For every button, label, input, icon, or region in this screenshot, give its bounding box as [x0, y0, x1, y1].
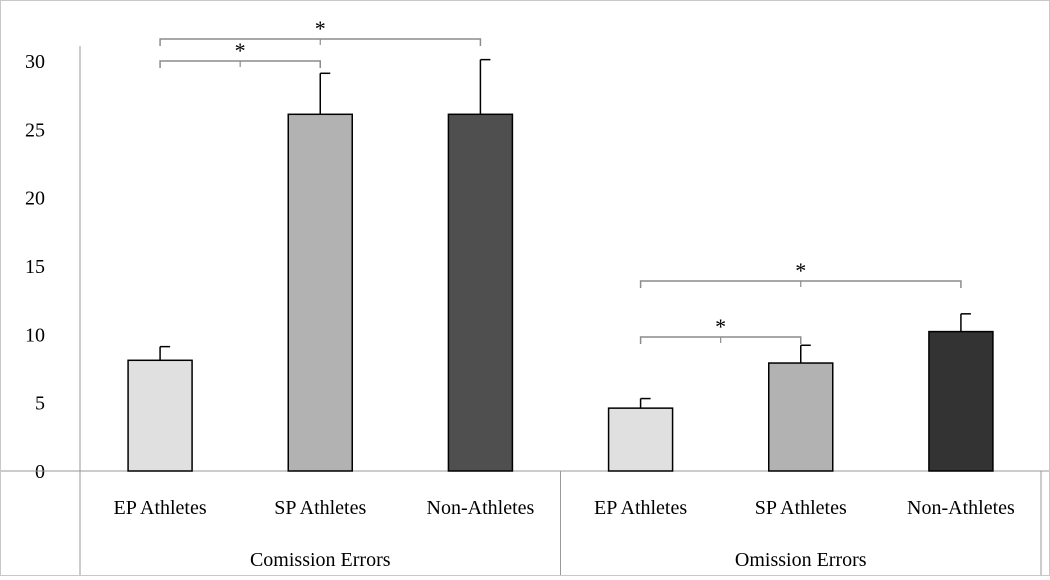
error-bars: [159, 58, 971, 409]
significance-label: *: [235, 38, 246, 63]
y-tick-label: 0: [35, 461, 45, 483]
x-tick-label: EP Athletes: [114, 497, 207, 519]
bar: [447, 113, 514, 472]
group-label: Comission Errors: [250, 549, 391, 571]
x-axis: EP Athletes SP Athletes Non-Athletes Comiss…: [0, 470, 1050, 575]
significance-label: *: [795, 258, 806, 283]
x-tick-label: SP Athletes: [274, 497, 366, 519]
y-tick-label: 15: [25, 256, 45, 278]
y-tick-label: 5: [35, 393, 45, 415]
significance-label: *: [715, 314, 726, 339]
bar: [607, 407, 674, 472]
bars: [127, 113, 994, 472]
y-tick-label: 10: [25, 324, 45, 346]
bar: [127, 359, 193, 472]
x-tick-label: Non-Athletes: [907, 497, 1015, 519]
y-tick-label: 30: [25, 51, 45, 73]
y-tick-label: 25: [25, 119, 45, 141]
significance-brackets: * * * *: [159, 16, 962, 344]
x-tick-label: SP Athletes: [755, 497, 847, 519]
bar: [768, 362, 834, 472]
y-tick-label: 20: [25, 188, 45, 210]
y-axis: 0 5 10 15 20 25 30: [25, 46, 81, 483]
significance-label: *: [315, 16, 326, 41]
x-tick-label: EP Athletes: [594, 497, 687, 519]
bar: [287, 113, 353, 472]
group-label: Omission Errors: [735, 549, 867, 571]
x-tick-label: Non-Athletes: [427, 497, 535, 519]
bar: [928, 330, 994, 472]
